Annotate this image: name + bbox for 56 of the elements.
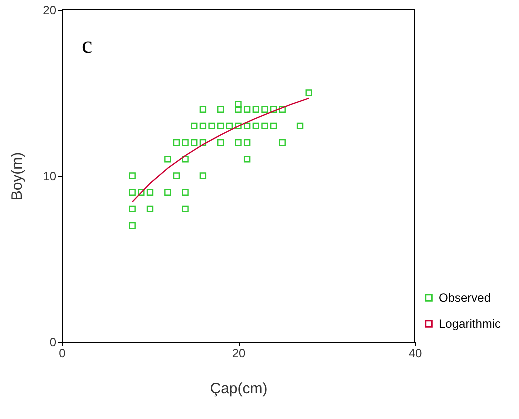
point xyxy=(182,139,189,146)
point xyxy=(182,189,189,196)
y-tick-label: 0 xyxy=(50,336,57,350)
point xyxy=(235,106,242,113)
point xyxy=(218,139,224,146)
point xyxy=(200,122,207,130)
point xyxy=(244,139,251,146)
point xyxy=(129,206,136,213)
point xyxy=(218,106,224,113)
point xyxy=(244,156,251,163)
point xyxy=(270,122,278,130)
point xyxy=(146,206,154,213)
legend-label: Logarithmic xyxy=(439,317,502,331)
point xyxy=(191,139,198,146)
point xyxy=(262,122,268,130)
annotation: c xyxy=(82,33,93,59)
point xyxy=(235,101,242,108)
y-tick-label: 20 xyxy=(43,4,57,18)
point xyxy=(138,189,145,196)
point xyxy=(208,122,216,130)
x-tick-label: 40 xyxy=(408,346,422,360)
legend-label: Observed xyxy=(439,291,492,305)
point xyxy=(262,106,268,113)
point xyxy=(129,222,136,230)
point xyxy=(279,106,286,113)
point xyxy=(235,139,242,146)
point xyxy=(226,122,234,130)
point xyxy=(164,156,172,163)
point xyxy=(182,206,189,213)
point xyxy=(200,139,207,146)
point xyxy=(182,156,189,163)
line-series xyxy=(132,98,310,203)
point xyxy=(129,172,136,180)
point xyxy=(279,139,286,146)
point xyxy=(306,90,312,96)
point xyxy=(129,189,136,196)
x-tick-label: 0 xyxy=(59,346,66,360)
point xyxy=(252,122,260,130)
point xyxy=(200,172,207,180)
y-axis-title: Boy(m) xyxy=(9,152,26,201)
point xyxy=(244,122,251,130)
point xyxy=(235,122,242,130)
x-axis-title: Çap(cm) xyxy=(210,380,268,398)
point xyxy=(173,172,180,180)
point xyxy=(218,122,224,130)
point xyxy=(146,189,154,196)
point xyxy=(244,106,251,113)
point xyxy=(252,106,260,113)
point xyxy=(191,122,198,130)
x-tick-label: 20 xyxy=(232,346,246,360)
y-tick-label: 10 xyxy=(43,170,57,184)
point xyxy=(296,122,304,130)
point xyxy=(164,189,172,196)
point xyxy=(173,139,180,146)
point xyxy=(270,106,278,113)
point xyxy=(200,106,207,113)
